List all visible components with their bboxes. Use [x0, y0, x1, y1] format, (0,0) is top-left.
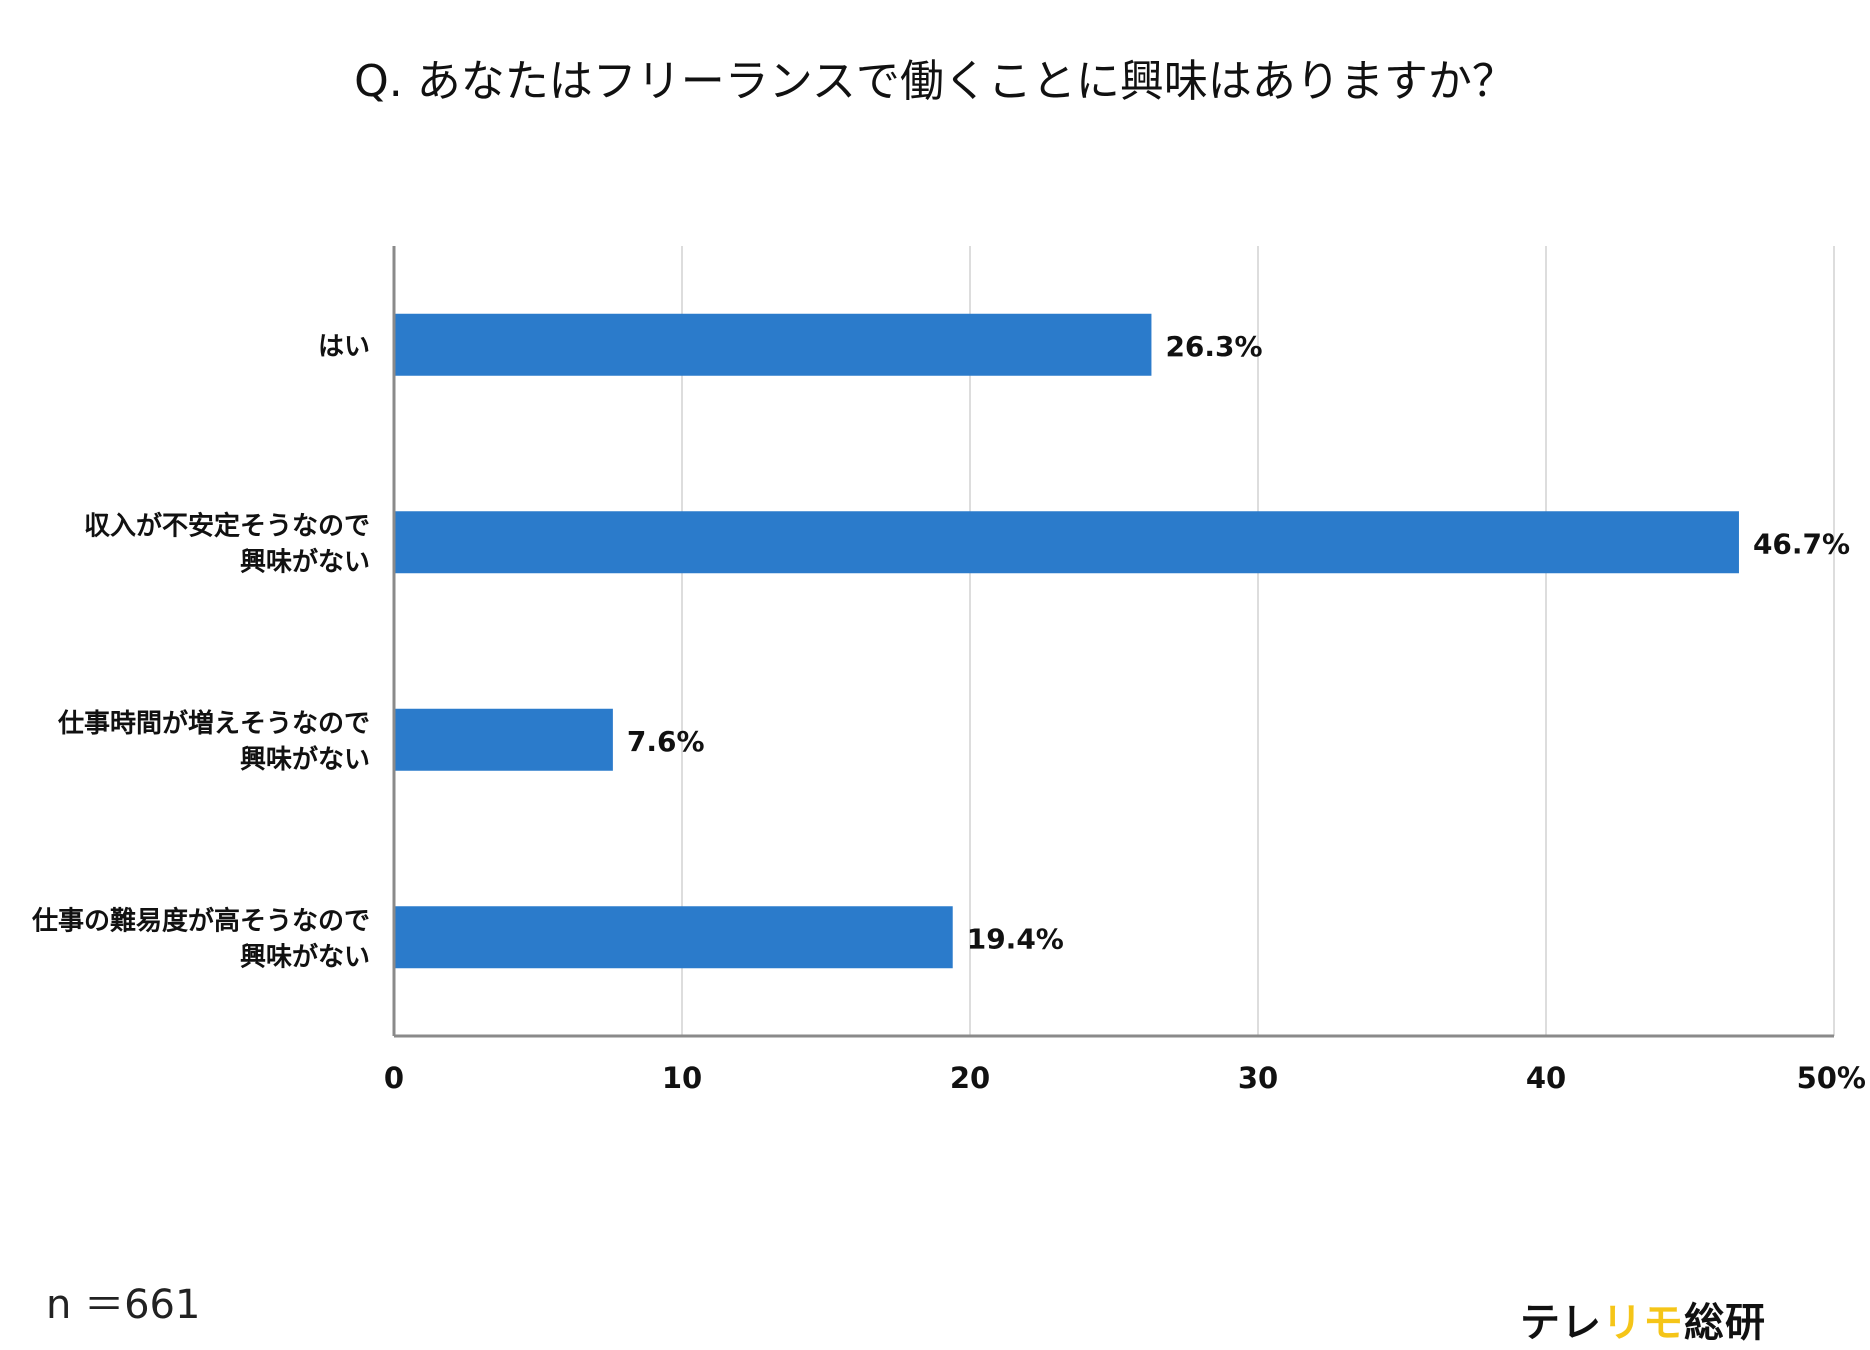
category-label: はい: [318, 332, 370, 362]
x-tick-label: 10: [662, 1061, 702, 1095]
bar: [395, 906, 953, 969]
bar: [395, 313, 1152, 376]
x-tick-label: 30: [1238, 1061, 1278, 1095]
value-label: 26.3%: [1165, 330, 1262, 363]
brand-logo: テレリモ総研: [1520, 1290, 1766, 1348]
x-tick-label: 50%: [1797, 1061, 1866, 1095]
x-tick-label: 40: [1526, 1061, 1566, 1095]
value-label: 19.4%: [967, 922, 1064, 955]
brand-part-1: テレ: [1520, 1300, 1602, 1346]
category-label: 収入が不安定そうなので: [84, 510, 370, 541]
bar: [395, 511, 1739, 574]
category-label: 仕事の難易度が高そうなので: [31, 905, 370, 936]
x-tick-label: 20: [950, 1061, 990, 1095]
category-label: 興味がない: [240, 744, 370, 775]
value-label: 46.7%: [1753, 527, 1850, 560]
category-label: 興味がない: [240, 546, 370, 577]
value-label: 7.6%: [627, 725, 705, 758]
bar: [395, 708, 613, 771]
sample-size-note: n ＝661: [46, 1282, 201, 1328]
brand-part-3: 総研: [1684, 1300, 1766, 1346]
chart-title: Q. あなたはフリーランスで働くことに興味はありますか？: [354, 56, 1516, 107]
x-tick-label: 0: [384, 1061, 404, 1095]
category-label: 興味がない: [240, 941, 370, 972]
category-label: 仕事時間が増えそうなので: [57, 708, 370, 739]
brand-part-2: リモ: [1602, 1300, 1684, 1346]
